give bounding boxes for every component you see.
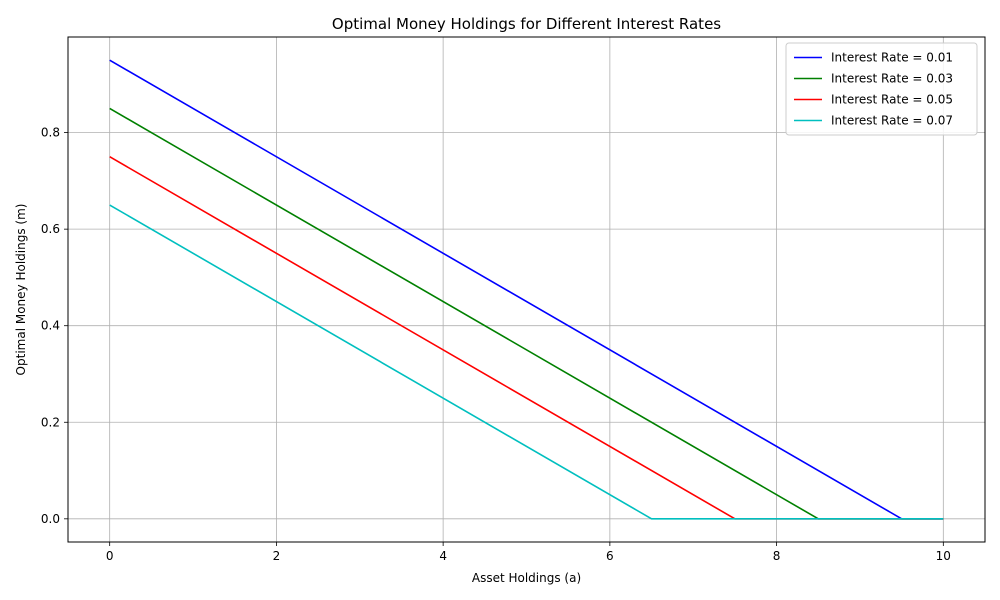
legend-box [785,42,978,136]
legend-entry-label: Interest Rate = 0.05 [831,93,953,107]
series-line-4 [109,204,944,520]
legend: Interest Rate = 0.01 Interest Rate = 0.03… [785,42,978,136]
x-tick-label: 4 [439,549,447,563]
y-axis: 0.0 0.2 0.4 0.6 0.8 [41,126,68,526]
x-tick-label: 10 [936,549,951,563]
x-tick-label: 0 [106,549,114,563]
x-axis-label: Asset Holdings (a) [472,571,581,585]
plot-frame [67,36,986,543]
series-line-2 [109,107,944,520]
y-tick-label: 0.0 [41,512,60,526]
y-tick-label: 0.2 [41,415,60,429]
x-tick-label: 8 [773,549,781,563]
y-tick-label: 0.6 [41,222,60,236]
legend-entry-label: Interest Rate = 0.03 [831,72,953,86]
series-lines [109,59,944,520]
y-tick-label: 0.8 [41,126,60,140]
chart-title: Optimal Money Holdings for Different Int… [332,15,721,33]
legend-entry-label: Interest Rate = 0.07 [831,114,953,128]
x-tick-label: 6 [606,549,614,563]
x-tick-label: 2 [273,549,281,563]
x-axis: 0 2 4 6 8 10 [106,542,951,563]
y-axis-label: Optimal Money Holdings (m) [14,204,28,376]
series-line-3 [109,156,944,520]
legend-entry-label: Interest Rate = 0.01 [831,51,953,65]
y-tick-label: 0.4 [41,319,60,333]
